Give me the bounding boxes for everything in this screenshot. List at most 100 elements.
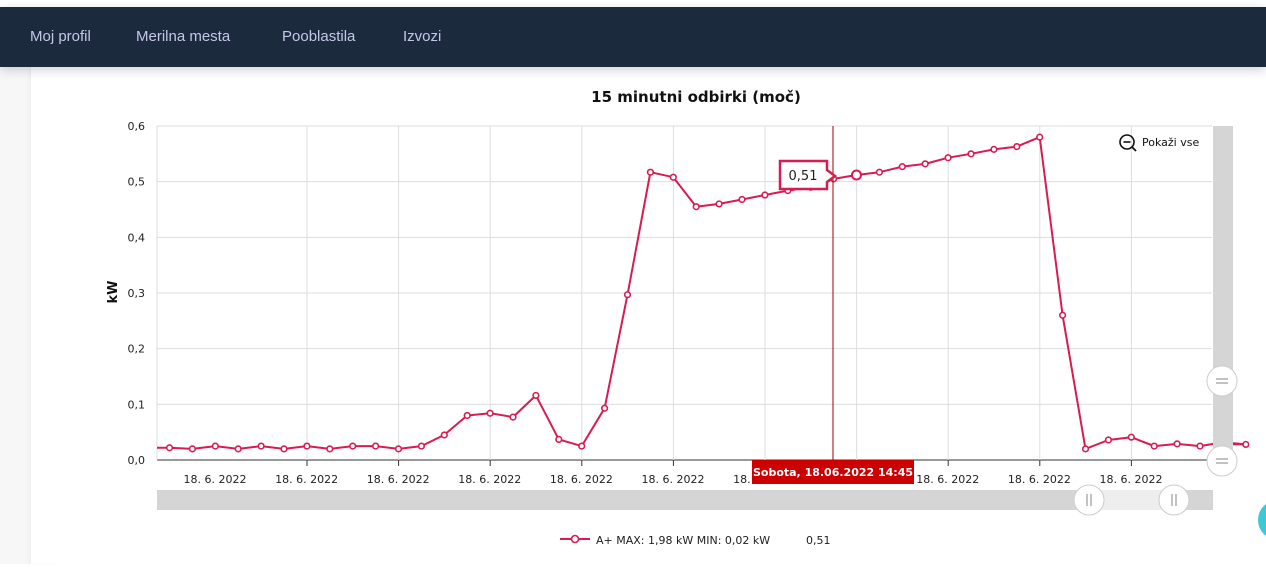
data-point[interactable]	[555, 435, 563, 444]
data-point[interactable]	[303, 442, 311, 450]
data-point[interactable]	[623, 291, 632, 299]
legend-label: A+ MAX: 1,98 kW MIN: 0,02 kW	[596, 534, 770, 547]
data-point[interactable]	[280, 445, 288, 453]
data-point[interactable]	[394, 445, 403, 453]
reset-zoom-label: Pokaži vse	[1142, 136, 1199, 149]
y-tick-label: 0,6	[128, 120, 146, 133]
series-line	[157, 136, 1247, 450]
handle-circle	[1073, 484, 1105, 516]
data-point[interactable]	[417, 442, 426, 450]
data-point[interactable]	[761, 191, 769, 199]
horizontal-range-handle-left[interactable]	[1073, 484, 1105, 516]
chart-title: 15 minutni odbirki (moč)	[591, 88, 801, 106]
y-tick-label: 0,0	[128, 454, 146, 467]
data-point[interactable]	[1150, 442, 1158, 450]
data-point[interactable]	[898, 163, 906, 171]
data-point[interactable]	[715, 200, 723, 208]
x-tick-label: 18. 6. 2022	[458, 473, 521, 486]
x-tick-label: 18. 6. 2022	[1008, 473, 1071, 486]
handle-circle	[1206, 445, 1238, 477]
y-tick-label: 0,5	[128, 176, 146, 189]
data-point[interactable]	[1081, 445, 1090, 453]
x-tick-label: 18. 6. 2022	[1100, 473, 1163, 486]
legend-symbol-marker	[570, 534, 580, 544]
crosshair-date-label: Sobota, 18.06.2022 14:45	[753, 466, 913, 479]
data-point[interactable]	[372, 442, 380, 450]
data-point[interactable]	[921, 160, 929, 168]
nav-izvozi[interactable]: Izvozi	[403, 28, 442, 45]
data-point[interactable]	[349, 442, 357, 450]
vertical-range-track[interactable]	[1213, 126, 1233, 460]
horizontal-range-selection[interactable]	[1089, 490, 1174, 510]
data-point[interactable]	[257, 442, 265, 450]
y-tick-label: 0,1	[128, 398, 146, 411]
chart-legend: A+ MAX: 1,98 kW MIN: 0,02 kW 0,51	[560, 534, 831, 547]
data-point[interactable]	[1196, 442, 1204, 450]
x-tick-label: 18. 6. 2022	[275, 473, 338, 486]
x-tick-label: 18. 6. 2022	[184, 473, 247, 486]
data-point[interactable]	[234, 445, 242, 453]
y-axis-ticks: 0,0 0,1 0,2 0,3 0,4 0,5 0,6	[128, 120, 146, 467]
data-point[interactable]	[1173, 440, 1181, 448]
nav-moj-profil[interactable]: Moj profil	[30, 28, 91, 45]
x-tick-label: 18. 6. 2022	[642, 473, 705, 486]
data-point[interactable]	[211, 442, 219, 450]
data-point[interactable]	[165, 444, 174, 452]
data-point[interactable]	[532, 391, 540, 400]
data-point[interactable]	[188, 445, 196, 453]
content-gutter	[31, 67, 59, 564]
hovered-point	[851, 169, 862, 181]
data-point[interactable]	[990, 145, 998, 153]
x-axis-ticks: 18. 6. 2022 18. 6. 2022 18. 6. 2022 18. 6. …	[184, 460, 1224, 486]
data-point[interactable]	[1036, 133, 1044, 141]
y-axis-label: kW	[106, 281, 121, 304]
data-point[interactable]	[1058, 311, 1067, 319]
data-point[interactable]	[669, 173, 677, 181]
data-point[interactable]	[326, 445, 334, 453]
data-point[interactable]	[509, 413, 517, 421]
data-point[interactable]	[600, 404, 609, 412]
vertical-range-handle-bottom[interactable]	[1206, 445, 1238, 477]
handle-circle	[1158, 484, 1190, 516]
horizontal-range-track[interactable]	[157, 490, 1213, 510]
horizontal-range-handle-right[interactable]	[1158, 484, 1190, 516]
legend-item-a-plus[interactable]: A+ MAX: 1,98 kW MIN: 0,02 kW 0,51	[560, 534, 831, 547]
data-point[interactable]	[944, 154, 952, 162]
data-point[interactable]	[1127, 433, 1135, 441]
legend-value: 0,51	[806, 534, 831, 547]
x-tick-label: 18. 6. 2022	[916, 473, 979, 486]
data-point[interactable]	[463, 411, 471, 420]
data-point[interactable]	[1242, 440, 1250, 449]
data-point[interactable]	[1013, 142, 1021, 151]
top-strip	[0, 0, 1266, 7]
data-point[interactable]	[646, 168, 655, 176]
data-point[interactable]	[578, 442, 586, 450]
nav-pooblastila[interactable]: Pooblastila	[282, 28, 356, 45]
y-tick-label: 0,2	[128, 343, 146, 356]
x-tick-label: 18. 6. 2022	[550, 473, 613, 486]
handle-circle	[1206, 365, 1238, 397]
vertical-range-handle-top[interactable]	[1206, 365, 1238, 397]
data-point[interactable]	[692, 203, 700, 211]
zoom-out-icon-handle	[1131, 146, 1137, 152]
top-navigation-bar: Moj profil Merilna mesta Pooblastila Izv…	[0, 7, 1266, 67]
data-point[interactable]	[967, 150, 975, 158]
crosshair-date-box	[752, 460, 914, 484]
data-point[interactable]	[875, 168, 884, 176]
chart-controls: Pokaži vse	[157, 126, 1238, 516]
value-tooltip-text: 0,51	[789, 169, 818, 184]
zoom-out-icon	[1119, 134, 1135, 150]
data-point[interactable]	[440, 431, 448, 439]
chart-grid	[156, 125, 1212, 461]
data-point[interactable]	[486, 409, 494, 417]
y-tick-label: 0,3	[128, 287, 146, 300]
floating-action-button[interactable]	[1258, 500, 1266, 540]
nav-merilna-mesta[interactable]: Merilna mesta	[136, 28, 231, 45]
value-tooltip-box	[778, 159, 838, 191]
reset-zoom-button[interactable]: Pokaži vse	[1119, 134, 1199, 152]
chart-overlay: 0,51 Sobota, 18.06.2022 14:45	[752, 126, 914, 484]
x-tick-label: 18. 6. 2022	[367, 473, 430, 486]
data-point[interactable]	[1104, 436, 1112, 444]
data-point[interactable]	[738, 195, 746, 204]
